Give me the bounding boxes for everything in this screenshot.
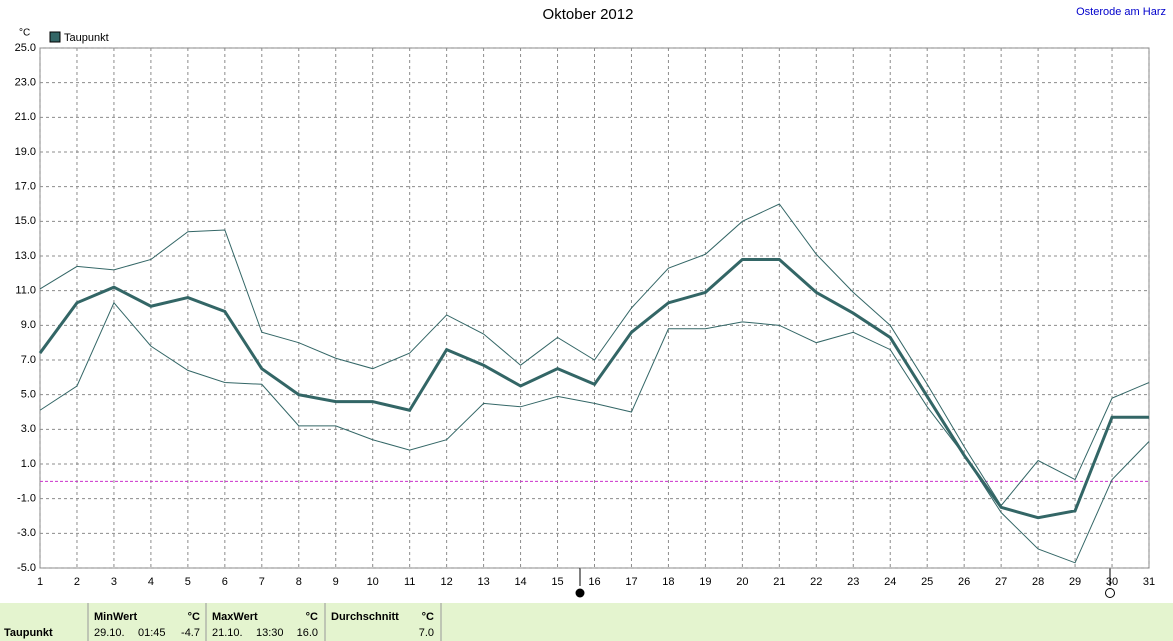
y-tick-label: 5.0 [21,389,36,401]
table-bg [0,603,1173,641]
y-tick-label: -1.0 [17,493,36,505]
x-tick-label: 10 [367,576,379,588]
x-tick-label: 11 [404,576,415,588]
x-tick-label: 2 [74,576,80,588]
x-tick-label: 28 [1032,576,1044,588]
cell-value: 7.0 [419,627,434,639]
y-tick-label: 3.0 [21,423,36,435]
cell-title: MinWert [94,611,138,623]
x-tick-label: 6 [222,576,228,588]
row-label: Taupunkt [4,627,53,639]
x-tick-label: 9 [333,576,339,588]
x-tick-label: 13 [477,576,489,588]
location: Osterode am Harz [1076,6,1166,18]
x-tick-label: 7 [259,576,265,588]
x-tick-label: 17 [625,576,637,588]
cell-title: Durchschnitt [331,611,399,623]
cell-time: 01:45 [138,627,166,639]
x-tick-label: 12 [441,576,453,588]
y-unit: °C [19,28,30,39]
table: Taupunkt MinWert °C 29.10. 01:45 -4.7 Ma… [4,603,442,641]
cell-value: -4.7 [181,627,200,639]
series-line [38,257,1149,520]
y-tick-label: 23.0 [15,77,36,89]
x-tick-label: 8 [296,576,302,588]
cell-unit: °C [306,611,318,623]
x-tick-label: 19 [699,576,711,588]
x-tick-label: 3 [111,576,117,588]
x-tick-label: 18 [662,576,674,588]
x-tick-label: 29 [1069,576,1081,588]
x-tick-label: 4 [148,576,154,588]
full-moon [1105,588,1115,598]
x-tick-label: 31 [1143,576,1155,588]
cell-value: 16.0 [297,627,318,639]
y-tick-label: 9.0 [21,319,36,331]
x-tick-label: 25 [921,576,933,588]
chart-title: Oktober 2012 [543,6,634,23]
x-tick-label: 24 [884,576,896,588]
x-tick-label: 20 [736,576,748,588]
y-tick-label: 19.0 [15,146,36,158]
cell-title: MaxWert [212,611,258,623]
y-tick-label: 15.0 [15,215,36,227]
x-tick-label: 5 [185,576,191,588]
x-tick-label: 1 [37,576,43,588]
x-tick-label: 16 [588,576,600,588]
legend-label: Taupunkt [64,32,109,44]
legend-swatch [49,31,61,43]
y-tick-label: 25.0 [15,42,36,54]
cell-date: 29.10. [94,627,125,639]
y-tick-label: 7.0 [21,354,36,366]
x-tick-label: 14 [514,576,526,588]
new-moon [575,588,585,598]
cell-unit: °C [422,611,434,623]
x-tick-label: 27 [995,576,1007,588]
y-tick-label: 17.0 [15,181,36,193]
y-tick-label: 11.0 [15,285,36,297]
cell-unit: °C [188,611,200,623]
y-tick-label: -3.0 [17,527,36,539]
y-tick-label: 13.0 [15,250,36,262]
y-tick-label: -5.0 [17,562,36,574]
cell-time: 13:30 [256,627,284,639]
x-tick-label: 30 [1106,576,1118,588]
x-tick-label: 23 [847,576,859,588]
x-tick-label: 15 [551,576,563,588]
x-tick-label: 22 [810,576,822,588]
series-line [39,203,1150,507]
x-tick-label: 26 [958,576,970,588]
x-tick-label: 21 [773,576,785,588]
y-tick-label: 1.0 [21,458,36,470]
cell-date: 21.10. [212,627,243,639]
y-tick-label: 21.0 [15,111,36,123]
